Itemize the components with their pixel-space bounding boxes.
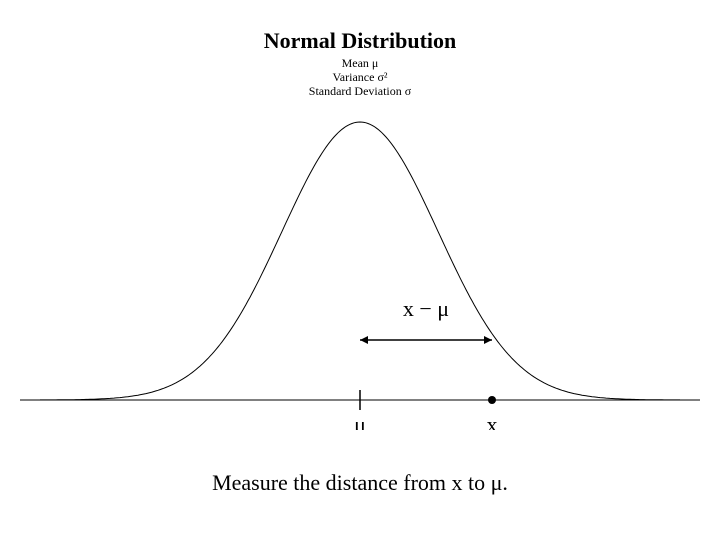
bell-curve [40, 122, 680, 400]
x-point [488, 396, 496, 404]
distance-arrow-head-right [484, 336, 492, 344]
figure-container: Normal Distribution Mean μ Variance σ² S… [0, 0, 720, 540]
figure-caption: Measure the distance from x to μ. [0, 470, 720, 496]
normal-curve-chart: x − μ μ x [20, 110, 700, 430]
figure-title: Normal Distribution [0, 28, 720, 54]
diff-label: x − μ [403, 296, 449, 321]
subtitle-stddev: Standard Deviation σ [0, 84, 720, 99]
mu-label: μ [354, 412, 366, 430]
subtitle-mean: Mean μ [0, 56, 720, 71]
subtitle-variance: Variance σ² [0, 70, 720, 85]
distance-arrow-head-left [360, 336, 368, 344]
x-label: x [487, 412, 498, 430]
